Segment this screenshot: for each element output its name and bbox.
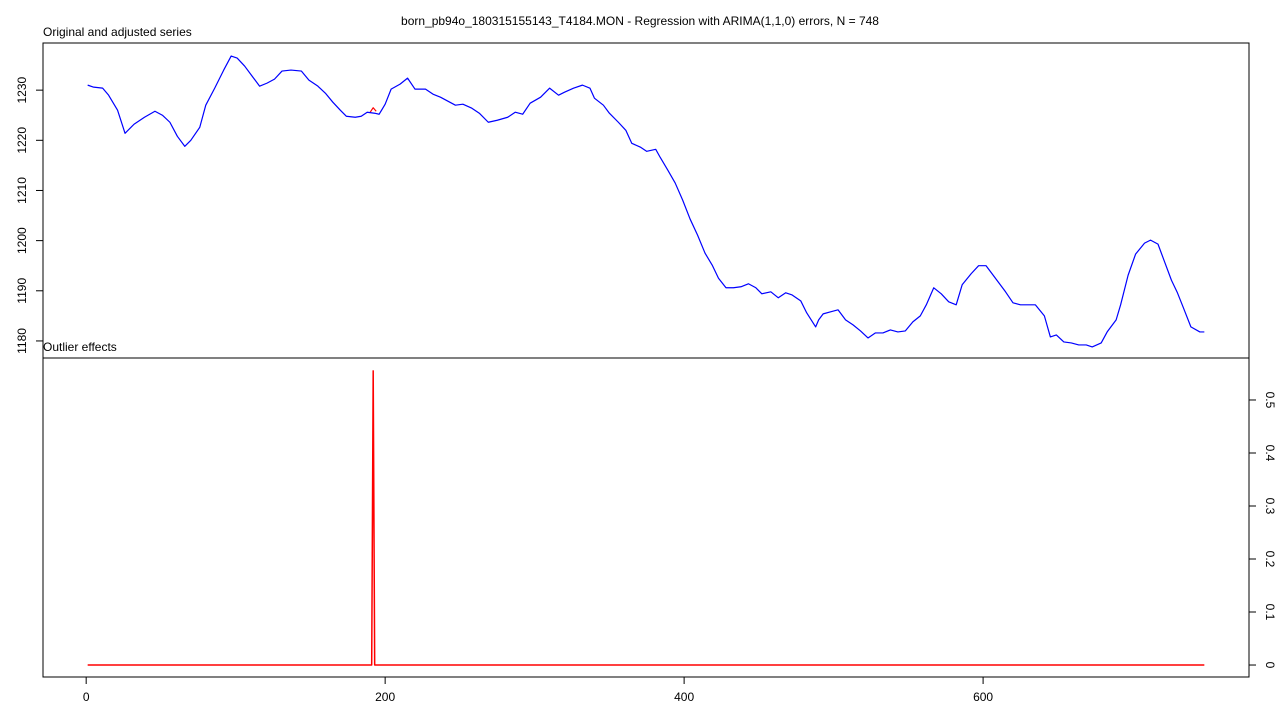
- y-tick-label: 1200: [15, 227, 29, 254]
- y-tick-label: 0.5: [1263, 392, 1277, 409]
- panel-frame: [42, 42, 1250, 359]
- panel-frame: [42, 357, 1250, 678]
- x-tick-label: 0: [83, 690, 90, 704]
- series-line: [87, 370, 1205, 666]
- x-tick-label: 400: [674, 690, 694, 704]
- y-tick-label: 0.1: [1263, 604, 1277, 621]
- series-line: [87, 55, 1205, 348]
- x-tick-label: 600: [973, 690, 993, 704]
- y-tick-label: 1220: [15, 127, 29, 154]
- y-tick-label: 1210: [15, 177, 29, 204]
- x-tick-label: 200: [375, 690, 395, 704]
- y-tick-label: 1180: [15, 328, 29, 354]
- y-tick-label: 1190: [15, 278, 29, 304]
- y-tick-label: 0.3: [1263, 498, 1277, 515]
- y-tick-label: 0.4: [1263, 445, 1277, 462]
- series-line: [369, 107, 377, 113]
- panel-label: Outlier effects: [43, 340, 117, 354]
- chart-title: born_pb94o_180315155143_T4184.MON - Regr…: [401, 14, 879, 28]
- y-tick-label: 0.2: [1263, 551, 1277, 568]
- y-tick-label: 0: [1263, 662, 1277, 669]
- y-tick-label: 1230: [15, 76, 29, 103]
- panel-label: Original and adjusted series: [43, 25, 192, 39]
